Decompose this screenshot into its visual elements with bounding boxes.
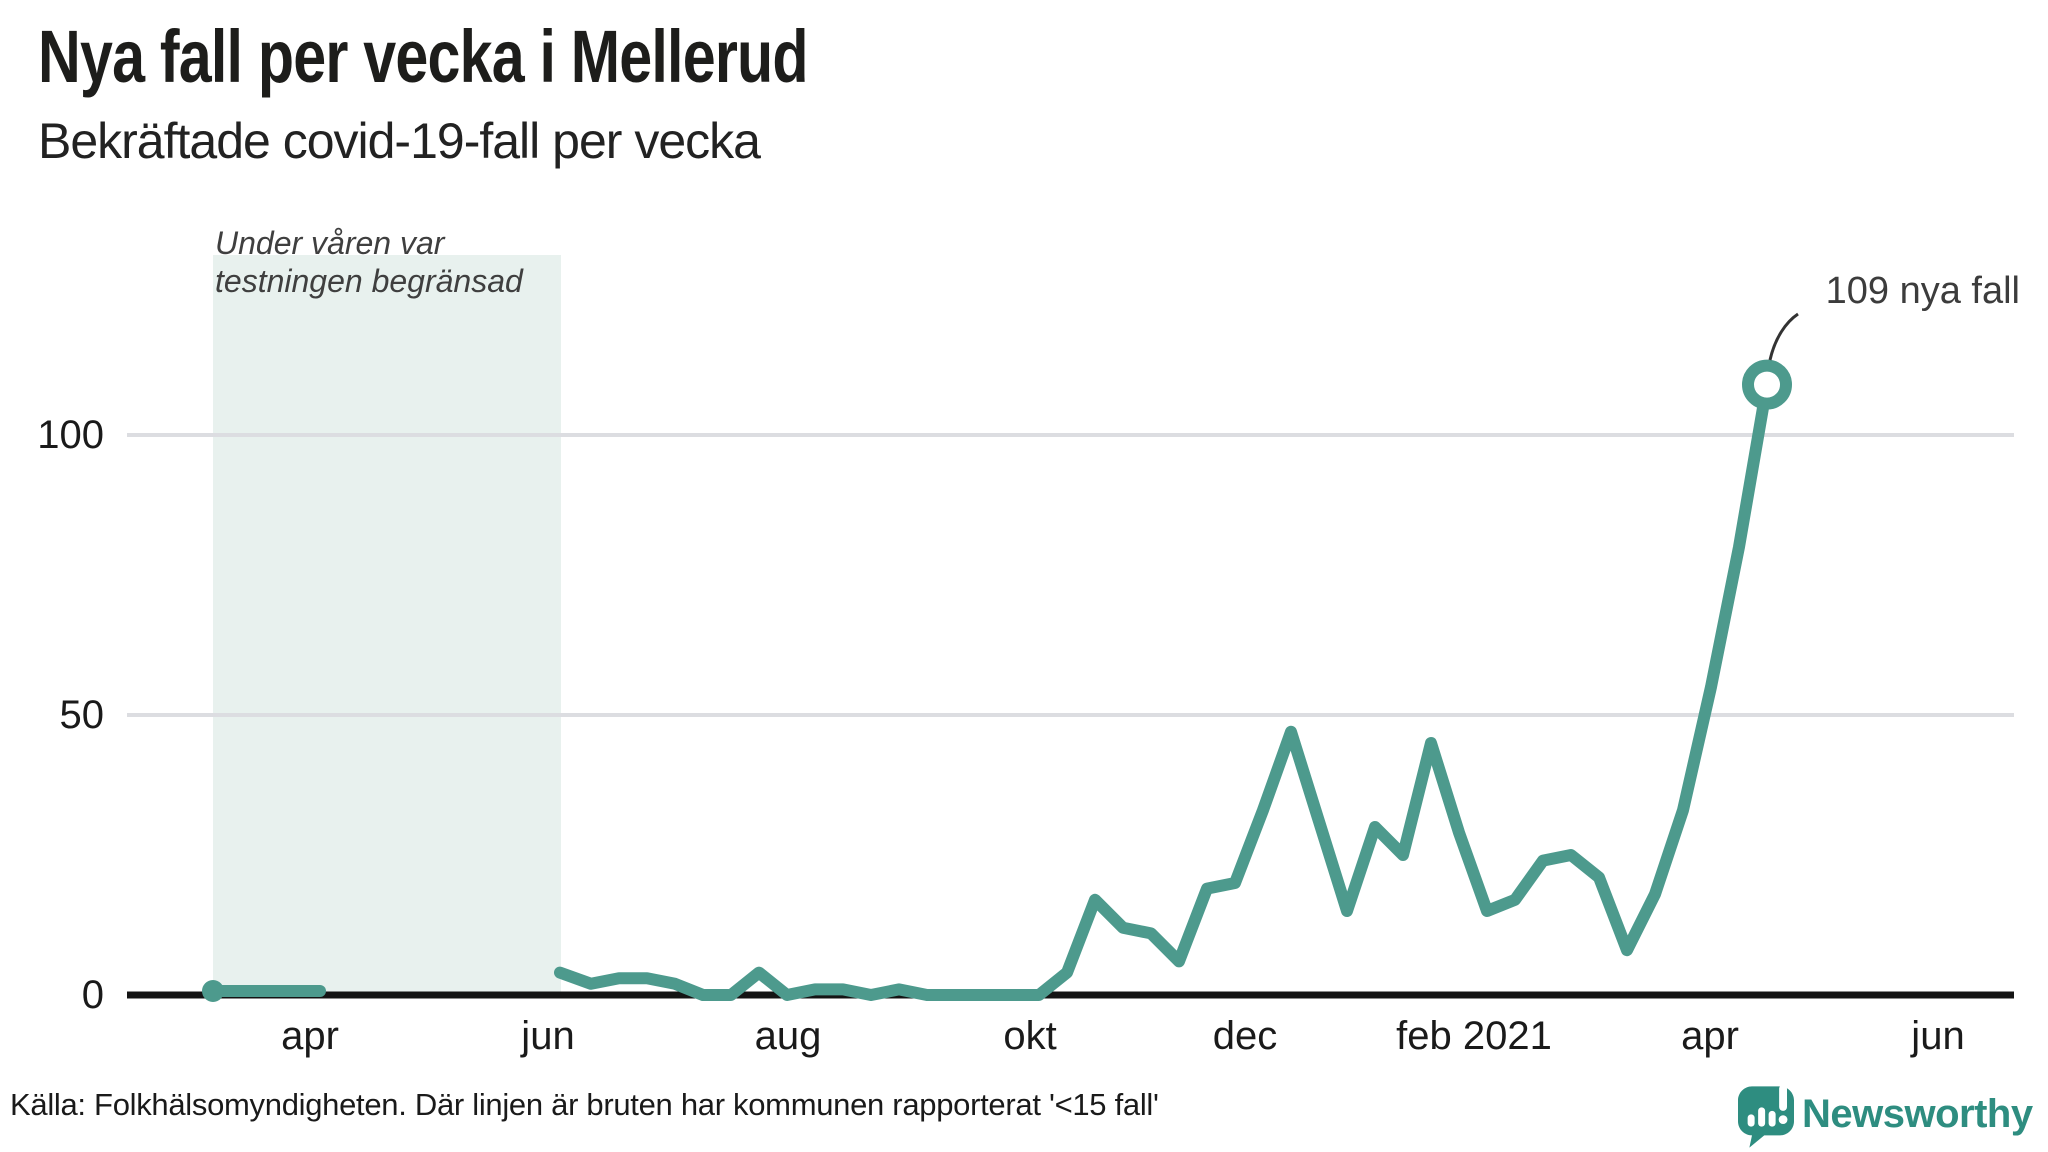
x-tick-label-6-apr: apr [1681, 1014, 1739, 1058]
x-tick-label-2-aug: aug [754, 1014, 822, 1058]
x-tick-label-4-dec: dec [1212, 1014, 1278, 1058]
y-tick-label-50: 50 [59, 693, 105, 737]
series-start-dot [202, 980, 224, 1002]
newsworthy-brand: Newsworthy [1738, 1084, 2040, 1150]
callout-connector [1768, 312, 1799, 361]
page-title: Nya fall per vecka i Mellerud [38, 15, 809, 98]
final-value-callout: 109 nya fall [1825, 270, 2020, 312]
x-tick-label-1-jun: jun [521, 1014, 575, 1058]
final-value-marker [1742, 359, 1792, 410]
x-tick-label-5-feb-2021: feb 2021 [1396, 1014, 1552, 1058]
cases-line-segment-2 [554, 378, 1773, 1001]
brand-wordmark: Newsworthy [1802, 1092, 2033, 1136]
x-tick-label-7-jun: jun [1911, 1014, 1965, 1058]
annotation-line-2: testningen begränsad [215, 263, 523, 299]
y-tick-label-0: 0 [81, 973, 104, 1017]
annotation-line-1: Under våren var [215, 225, 445, 261]
x-tick-label-3-okt: okt [1003, 1014, 1057, 1058]
speech-bubble-bar-chart-icon [1738, 1086, 1794, 1148]
x-tick-label-0-apr: apr [281, 1014, 339, 1058]
testing-limited-annotation: Under våren var testningen begränsad [215, 224, 523, 300]
source-note: Källa: Folkhälsomyndigheten. Där linjen … [10, 1087, 1159, 1122]
page-subtitle: Bekräftade covid-19-fall per vecka [38, 113, 761, 169]
limited-testing-region [213, 255, 561, 995]
y-tick-label-100: 100 [37, 413, 104, 457]
